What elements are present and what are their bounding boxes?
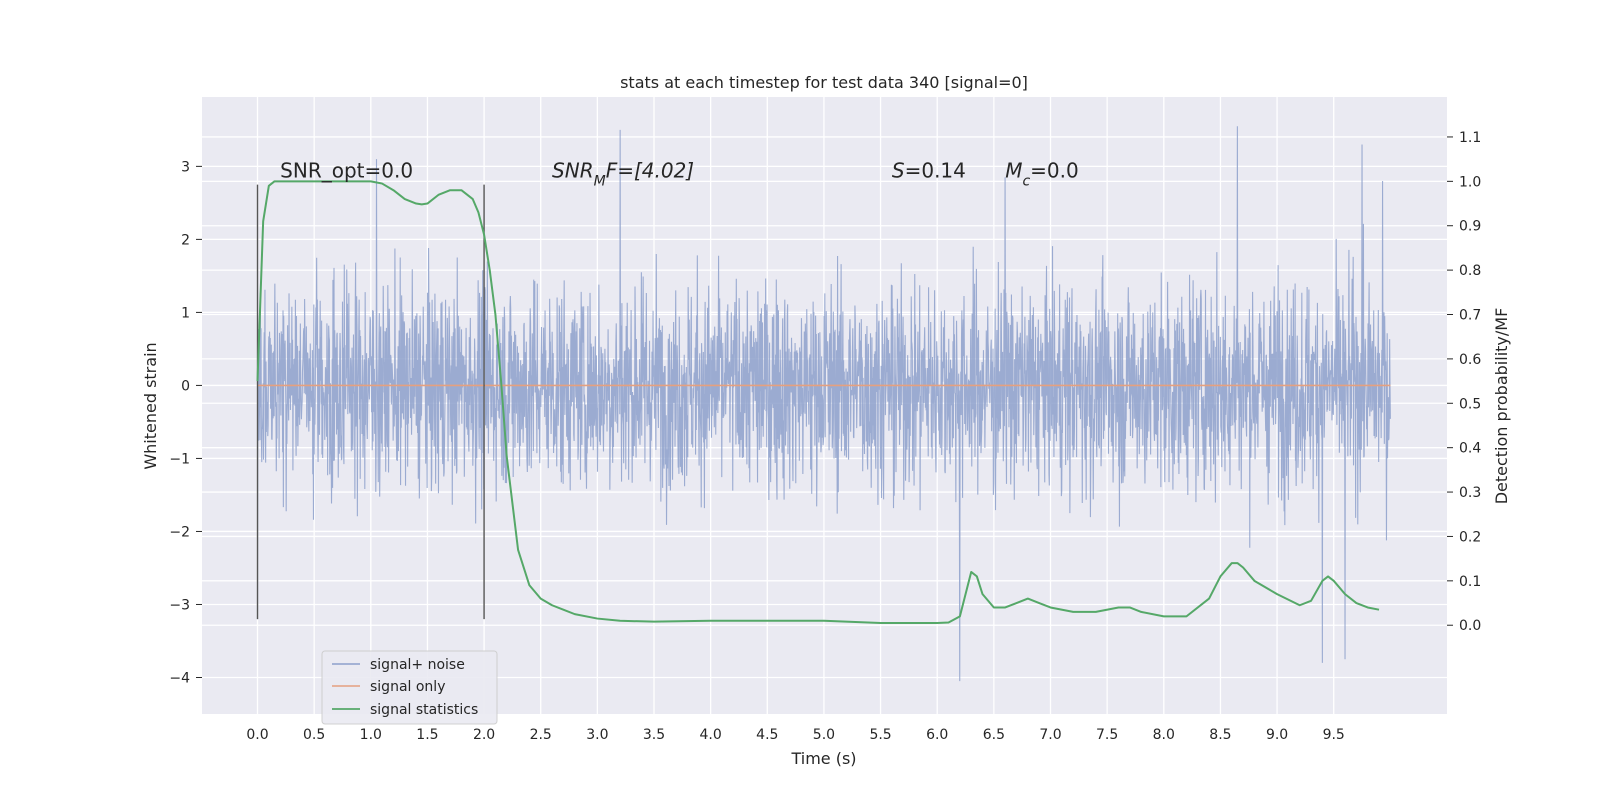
y-tick-label: −1 — [169, 451, 190, 467]
y-right-tick-label: 0.9 — [1459, 219, 1481, 235]
x-tick-label: 8.5 — [1209, 727, 1231, 743]
legend-label-signal-statistics: signal statistics — [370, 702, 478, 718]
y-axis-label-right: Detection probability/MF — [1492, 308, 1511, 505]
annotation-value: =0.14 — [905, 158, 966, 182]
y-right-tick-label: 1.0 — [1459, 174, 1481, 190]
x-tick-label: 2.5 — [530, 727, 552, 743]
y-right-tick-label: 1.1 — [1459, 130, 1481, 146]
legend: signal+ noise signal only signal statist… — [321, 650, 498, 725]
x-tick-label: 4.0 — [700, 727, 722, 743]
y-right-tick-label: 0.1 — [1459, 574, 1481, 590]
annotation: SNR_opt=0.0 — [280, 158, 413, 182]
y-right-tick-label: 0.6 — [1459, 352, 1481, 368]
y-axis-label: Whitened strain — [141, 342, 160, 469]
y-right-tick-label: 0.7 — [1459, 308, 1481, 324]
y-right-tick-label: 0.8 — [1459, 263, 1481, 279]
x-tick-label: 7.0 — [1039, 727, 1061, 743]
legend-label-signal-only: signal only — [370, 679, 445, 695]
series-signal-plus-noise — [256, 126, 1391, 682]
vertical-markers — [256, 184, 485, 620]
x-tick-label: 4.5 — [756, 727, 778, 743]
y-tick-label: −4 — [169, 670, 190, 686]
annotation-subscript: c — [1022, 173, 1030, 189]
x-tick-label: 5.0 — [813, 727, 835, 743]
annotation: SNRMF=[4.02] — [552, 158, 694, 189]
x-tick-label: 0.0 — [246, 727, 268, 743]
y-tick-label: 2 — [181, 232, 190, 248]
y-right-tick-label: 0.0 — [1459, 618, 1481, 634]
annotation-value: =0.0 — [1030, 158, 1079, 182]
signal-plus-noise-line — [256, 126, 1391, 682]
x-tick-label: 2.0 — [473, 727, 495, 743]
series-signal-statistics — [256, 180, 1380, 624]
x-tick-label: 9.0 — [1266, 727, 1288, 743]
x-tick-label: 5.5 — [869, 727, 891, 743]
x-axis-label: Time (s) — [790, 749, 856, 768]
x-tick-label: 1.5 — [416, 727, 438, 743]
y-tick-label: 1 — [181, 305, 190, 321]
y-tick-label: 0 — [181, 378, 190, 394]
y-tick-label: −2 — [169, 524, 190, 540]
annotation-main: M — [1005, 158, 1022, 182]
annotation-value: F=[4.02] — [606, 158, 694, 182]
x-tick-label: 3.0 — [586, 727, 608, 743]
annotation-subscript: M — [594, 173, 606, 189]
y-right-tick-label: 0.3 — [1459, 485, 1481, 501]
y-tick-label: 3 — [181, 159, 190, 175]
x-tick-label: 0.5 — [303, 727, 325, 743]
annotations: SNR_opt=0.0 SNRMF=[4.02] S=0.14 Mc=0.0 — [280, 158, 1079, 189]
y-right-tick-label: 0.2 — [1459, 529, 1481, 545]
legend-label-signal-plus-noise: signal+ noise — [370, 657, 465, 673]
x-tick-label: 8.0 — [1153, 727, 1175, 743]
x-tick-label: 9.5 — [1323, 727, 1345, 743]
x-tick-label: 3.5 — [643, 727, 665, 743]
y-right-tick-label: 0.4 — [1459, 441, 1481, 457]
tick-labels: 0.0 0.5 1.0 1.5 2.0 2.5 3.0 3.5 4.0 4.5 5.0 5.5 6.0 6… — [169, 130, 1481, 743]
y-right-tick-label: 0.5 — [1459, 396, 1481, 412]
signal-statistics-line — [256, 180, 1380, 624]
x-tick-label: 7.5 — [1096, 727, 1118, 743]
annotation-main: SNR_opt=0.0 — [280, 158, 413, 182]
x-tick-label: 6.0 — [926, 727, 948, 743]
chart-title: stats at each timestep for test data 340… — [620, 73, 1028, 92]
x-tick-label: 6.5 — [983, 727, 1005, 743]
x-tick-label: 1.0 — [360, 727, 382, 743]
annotation: S=0.14 — [892, 158, 966, 182]
legend-box — [321, 650, 498, 725]
annotation-main: S — [892, 158, 905, 182]
annotation: Mc=0.0 — [1005, 158, 1079, 189]
annotation-main: SNR — [552, 158, 594, 182]
y-tick-label: −3 — [169, 597, 190, 613]
